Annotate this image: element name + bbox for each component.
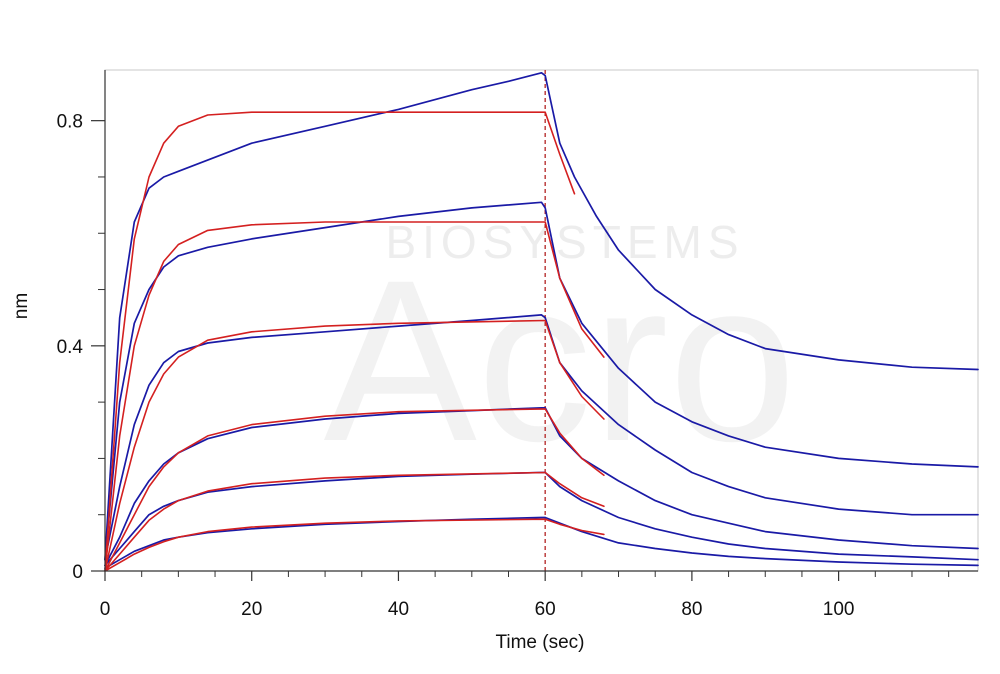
series-line-measured-3 bbox=[104, 314, 979, 561]
x-tick-label: 100 bbox=[823, 599, 855, 620]
series-line-fit-6 bbox=[104, 518, 605, 572]
series-line-fit-3 bbox=[104, 319, 605, 572]
x-tick-label: 60 bbox=[535, 599, 556, 620]
series-line-fit-5 bbox=[104, 471, 605, 572]
x-axis-title: Time (sec) bbox=[495, 632, 584, 653]
series-line-fit-4 bbox=[104, 408, 605, 572]
watermark-brand: Acro bbox=[324, 232, 797, 489]
y-tick-label: 0.8 bbox=[57, 112, 83, 133]
y-tick-label: 0 bbox=[72, 562, 83, 583]
x-tick-label: 40 bbox=[388, 599, 409, 620]
y-axis-title: nm bbox=[11, 293, 32, 319]
watermark: Acro BIOSYSTEMS bbox=[324, 216, 797, 489]
series-line-measured-4 bbox=[104, 406, 979, 567]
watermark-subtitle: BIOSYSTEMS bbox=[385, 216, 744, 268]
y-tick-label: 0.4 bbox=[57, 337, 84, 358]
x-tick-label: 0 bbox=[100, 599, 111, 620]
x-tick-label: 80 bbox=[681, 599, 702, 620]
series-line-measured-6 bbox=[104, 516, 979, 570]
series-line-measured-1 bbox=[104, 71, 979, 561]
x-tick-label: 20 bbox=[241, 599, 262, 620]
series-line-fit-2 bbox=[104, 221, 605, 572]
series-line-fit-1 bbox=[104, 111, 576, 572]
